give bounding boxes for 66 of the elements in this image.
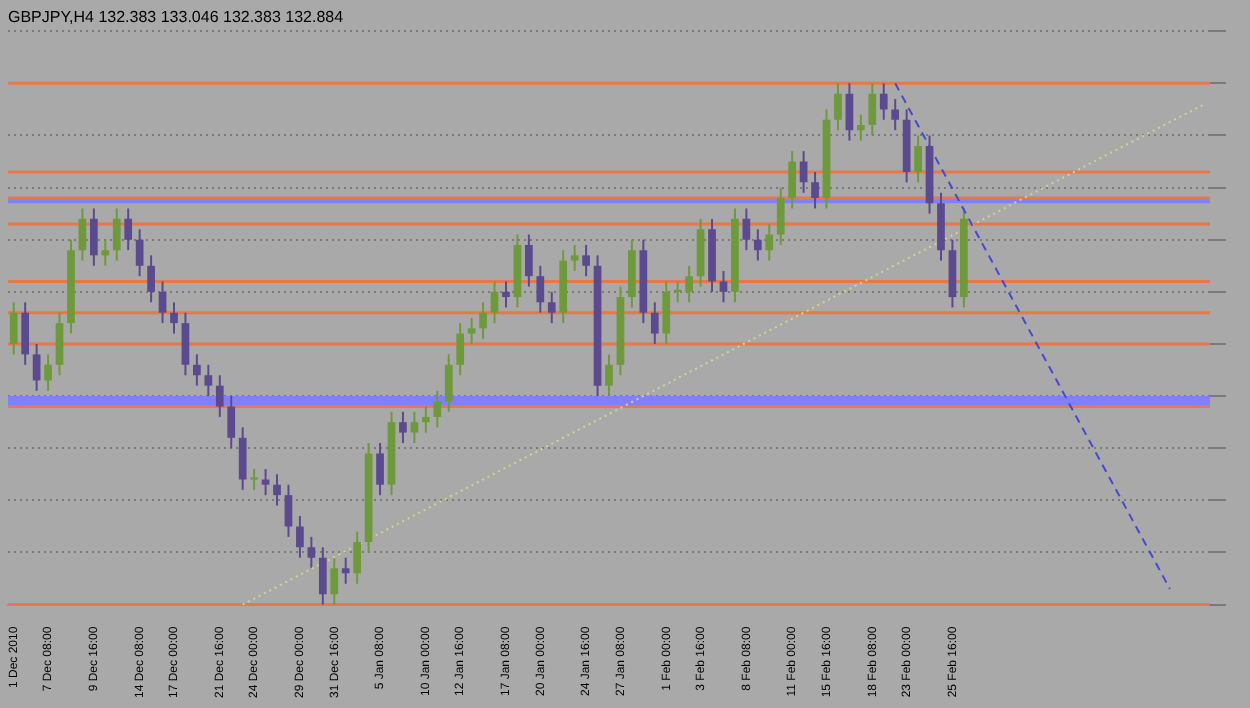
candlestick: [9, 301, 18, 356]
candlestick: [570, 243, 579, 272]
candlestick: [32, 342, 41, 392]
candlestick: [21, 301, 30, 366]
candlestick: [868, 82, 877, 137]
candlestick: [879, 82, 888, 121]
candlestick: [525, 233, 533, 288]
candlestick: [204, 363, 213, 398]
candlestick: [536, 264, 545, 314]
candlestick: [330, 556, 339, 606]
candlestick: [124, 207, 133, 252]
candlestick: [341, 556, 350, 585]
candlestick: [421, 405, 430, 434]
candlestick: [456, 322, 465, 377]
candlestick: [78, 207, 87, 262]
candlestick: [696, 217, 705, 288]
candlestick: [605, 353, 613, 398]
candlestick: [788, 150, 797, 210]
candlestick: [490, 280, 499, 325]
candlestick: [215, 374, 224, 418]
candlestick: [811, 170, 819, 210]
candlestick: [307, 535, 316, 570]
candlestick: [399, 410, 407, 445]
candlestick: [296, 515, 304, 559]
candlestick: [410, 410, 419, 445]
candlestick: [582, 243, 590, 278]
candlestick: [948, 238, 957, 309]
candlestick: [147, 254, 155, 304]
candlestick: [891, 97, 900, 132]
candlestick: [101, 238, 110, 267]
candlestick: [433, 389, 442, 429]
candlestick: [181, 311, 190, 377]
candlestick: [44, 353, 52, 392]
candlestick: [55, 311, 64, 377]
candlestick: [158, 280, 167, 325]
candlestick: [238, 426, 247, 491]
candlestick: [834, 82, 842, 132]
candlestick: [719, 269, 728, 304]
candlestick: [376, 442, 384, 497]
candlestick: [250, 468, 258, 491]
candlestick: [193, 353, 201, 387]
candlestick: [650, 301, 659, 345]
candlestick: [467, 316, 476, 345]
candlestick: [89, 207, 98, 267]
candlestick: [914, 134, 922, 184]
candlestick: [628, 238, 636, 309]
candlestick: [170, 301, 178, 335]
candlestick: [753, 228, 762, 262]
candlestick: [856, 113, 865, 142]
candlestick: [502, 280, 510, 309]
candlestick: [765, 223, 774, 262]
candlestick: [547, 290, 556, 325]
chart-title: GBPJPY,H4 132.383 133.046 132.383 132.884: [8, 8, 345, 27]
candlestick: [135, 228, 144, 278]
candlestick: [353, 530, 362, 585]
candlestick: [937, 191, 945, 262]
candlestick: [227, 395, 236, 450]
candlestick: [284, 483, 293, 538]
candlestick: [742, 207, 751, 252]
candlestick: [662, 280, 671, 345]
candlestick: [318, 546, 327, 606]
candlestick: [776, 186, 785, 246]
candlestick: [444, 353, 453, 413]
candlestick: [479, 301, 487, 340]
candlestick: [273, 473, 281, 507]
candlestick: [112, 207, 121, 262]
